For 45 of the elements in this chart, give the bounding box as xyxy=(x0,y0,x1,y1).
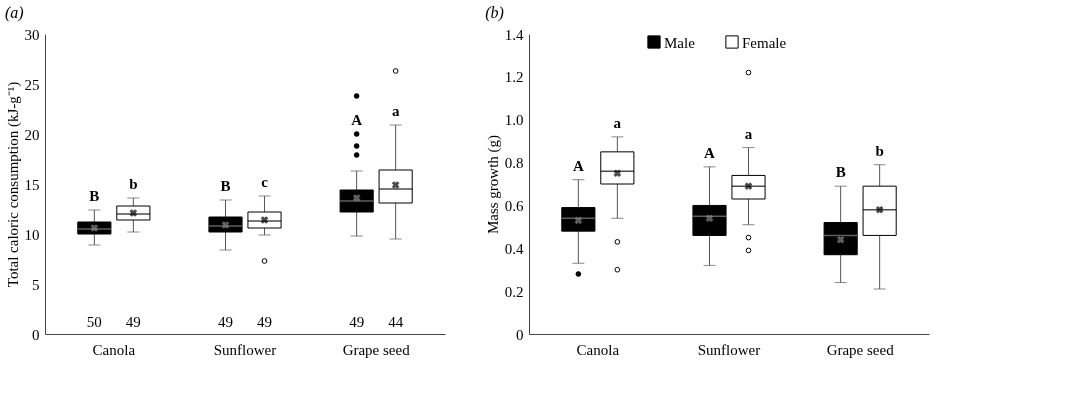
annotation: 49 xyxy=(349,314,365,330)
x-tick-label: Grape seed xyxy=(826,341,895,358)
y-tick-label: 25 xyxy=(24,76,40,93)
y-tick-label: 5 xyxy=(32,276,40,293)
y-tick-label: 0.6 xyxy=(504,197,524,214)
y-tick-label: 0 xyxy=(32,326,40,343)
x-tick-label: Grape seed xyxy=(342,341,411,358)
y-tick-label: 0.8 xyxy=(504,155,524,172)
y-tick-label: 20 xyxy=(24,126,40,143)
y-axis-title: Total caloric consumption (kJ-g⁻¹) xyxy=(4,81,22,288)
annotation: 50 xyxy=(86,314,102,330)
annotation: 44 xyxy=(388,314,404,330)
annotation: b xyxy=(129,176,138,192)
y-tick-label: 30 xyxy=(24,26,40,43)
annotation: a xyxy=(744,125,753,142)
annotation: a xyxy=(613,114,622,131)
y-axis-title: Mass growth (g) xyxy=(484,134,502,235)
chart-title: (a) xyxy=(5,4,24,22)
x-tick-label: Canola xyxy=(576,341,620,358)
annotation: B xyxy=(835,164,846,181)
annotation: 49 xyxy=(256,314,272,330)
annotation: A xyxy=(704,144,716,161)
chart-title: (b) xyxy=(485,4,504,22)
annotation: A xyxy=(572,157,584,174)
y-tick-label: 1.2 xyxy=(504,69,524,86)
annotation: B xyxy=(89,188,100,204)
annotation: a xyxy=(391,103,400,119)
y-tick-label: 0.4 xyxy=(504,240,524,257)
annotation: 49 xyxy=(218,314,234,330)
annotation: b xyxy=(875,142,884,159)
y-tick-label: 0 xyxy=(516,326,524,343)
legend-label: Female xyxy=(742,35,787,51)
x-tick-label: Canola xyxy=(92,341,136,358)
y-tick-label: 1.0 xyxy=(504,112,524,129)
y-tick-label: 10 xyxy=(24,226,40,243)
annotation: c xyxy=(261,174,269,190)
y-tick-label: 0.2 xyxy=(504,283,524,300)
x-tick-label: Sunflower xyxy=(213,341,277,358)
annotation: B xyxy=(220,178,231,194)
annotation: A xyxy=(351,112,363,128)
annotation: 49 xyxy=(125,314,141,330)
legend-label: Male xyxy=(664,35,696,51)
y-tick-label: 15 xyxy=(24,176,40,193)
x-tick-label: Sunflower xyxy=(697,341,761,358)
y-tick-label: 1.4 xyxy=(504,26,524,43)
